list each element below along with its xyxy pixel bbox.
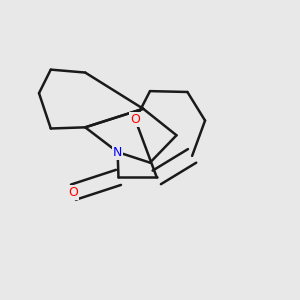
Text: O: O	[130, 113, 140, 126]
Text: O: O	[68, 186, 78, 199]
Text: N: N	[113, 146, 122, 159]
